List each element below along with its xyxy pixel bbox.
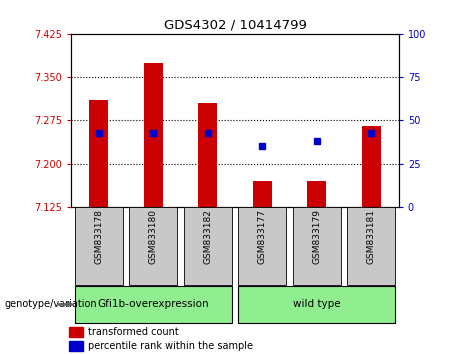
Bar (70, 327, 83, 337)
Bar (184, 207, 232, 285)
Text: GSM833180: GSM833180 (149, 210, 158, 264)
Text: GSM833179: GSM833179 (313, 210, 321, 264)
Text: GSM833178: GSM833178 (94, 210, 103, 264)
Bar (198, 103, 218, 207)
Text: GSM833181: GSM833181 (367, 210, 376, 264)
Bar (89, 100, 108, 207)
Title: GDS4302 / 10414799: GDS4302 / 10414799 (164, 18, 307, 31)
Bar (75, 286, 232, 323)
Bar (293, 207, 341, 285)
Bar (253, 181, 272, 207)
Text: transformed count: transformed count (88, 327, 179, 337)
Bar (238, 286, 396, 323)
Text: percentile rank within the sample: percentile rank within the sample (88, 341, 253, 351)
Bar (75, 207, 123, 285)
Bar (238, 207, 286, 285)
Bar (144, 63, 163, 207)
Bar (362, 126, 381, 207)
Bar (70, 341, 83, 351)
Bar (348, 207, 396, 285)
Text: wild type: wild type (293, 299, 341, 309)
Text: GSM833182: GSM833182 (203, 210, 213, 264)
Text: genotype/variation: genotype/variation (5, 299, 97, 309)
Text: Gfi1b-overexpression: Gfi1b-overexpression (97, 299, 209, 309)
Bar (129, 207, 177, 285)
Bar (307, 181, 326, 207)
Text: GSM833177: GSM833177 (258, 210, 267, 264)
